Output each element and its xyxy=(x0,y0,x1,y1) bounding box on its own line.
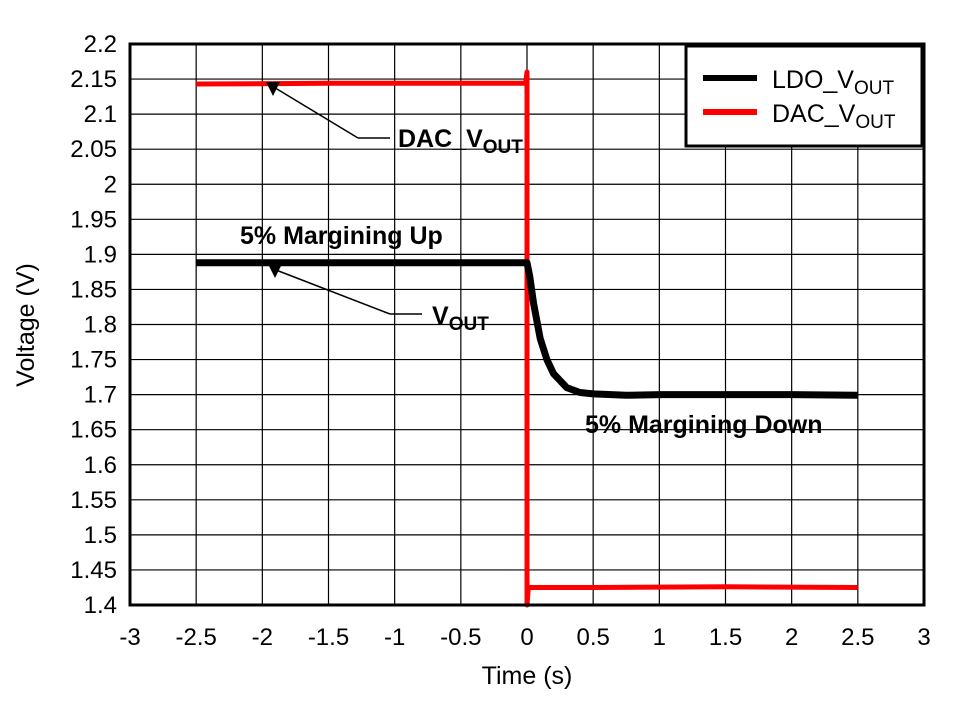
y-tick-label: 2.15 xyxy=(70,66,117,93)
legend: LDO_VOUT DAC_VOUT xyxy=(684,44,924,148)
legend-label-dac: DAC_VOUT xyxy=(772,100,896,133)
y-tick-label: 1.65 xyxy=(70,417,117,444)
x-tick-label: 1 xyxy=(653,624,666,651)
y-tick-label: 1.95 xyxy=(70,206,117,233)
legend-label-ldo: LDO_VOUT xyxy=(772,66,894,99)
annotations: DAC_VOUT VOUT 5% Margining Up 5% Margini… xyxy=(240,82,823,439)
y-tick-label: 1.85 xyxy=(70,276,117,303)
x-tick-label: 2.5 xyxy=(841,624,874,651)
x-tick-label: -2.5 xyxy=(175,624,216,651)
annotation-arrow-vout xyxy=(275,269,391,315)
y-tick-label: 2.1 xyxy=(84,101,117,128)
y-axis-label: Voltage (V) xyxy=(12,263,40,387)
x-tick-label: 0 xyxy=(520,624,533,651)
y-tick-label: 1.4 xyxy=(84,592,117,619)
annotation-dac-vout: DAC_VOUT xyxy=(398,125,523,158)
series-line-dac_vout xyxy=(196,69,858,608)
legend-box xyxy=(684,44,924,148)
y-tick-label: 1.75 xyxy=(70,347,117,374)
y-tick-label: 2 xyxy=(104,171,117,198)
series-group xyxy=(196,69,858,608)
x-tick-label: 3 xyxy=(917,624,930,651)
y-tick-label: 1.9 xyxy=(84,241,117,268)
x-tick-label: -1 xyxy=(384,624,405,651)
y-tick-label: 2.05 xyxy=(70,136,117,163)
y-tick-label: 2.2 xyxy=(84,31,117,58)
ticks: -3 -2.5 -2 -1.5 -1 -0.5 0 0.5 1 1.5 2 2.5 3 1.4 1.45 1.… xyxy=(70,31,930,651)
y-tick-label: 1.6 xyxy=(84,452,117,479)
annotation-margining-down: 5% Margining Down xyxy=(585,411,823,439)
x-tick-label: -3 xyxy=(119,624,140,651)
y-tick-label: 1.5 xyxy=(84,522,117,549)
x-tick-label: -1.5 xyxy=(308,624,349,651)
x-tick-label: 2 xyxy=(785,624,798,651)
annotation-arrow-dac xyxy=(271,85,359,139)
x-tick-label: 0.5 xyxy=(576,624,609,651)
x-axis-label: Time (s) xyxy=(482,662,573,690)
y-tick-label: 1.55 xyxy=(70,487,117,514)
arrowhead-icon xyxy=(268,264,282,278)
plot-frame xyxy=(128,42,926,607)
x-tick-label: -2 xyxy=(252,624,273,651)
y-tick-label: 1.45 xyxy=(70,557,117,584)
y-tick-label: 1.8 xyxy=(84,312,117,339)
annotation-vout: VOUT xyxy=(432,302,489,335)
annotation-margining-up: 5% Margining Up xyxy=(240,222,443,250)
arrowhead-icon xyxy=(266,82,280,96)
x-tick-label: -0.5 xyxy=(440,624,481,651)
y-tick-label: 1.7 xyxy=(84,382,117,409)
x-tick-label: 1.5 xyxy=(709,624,742,651)
